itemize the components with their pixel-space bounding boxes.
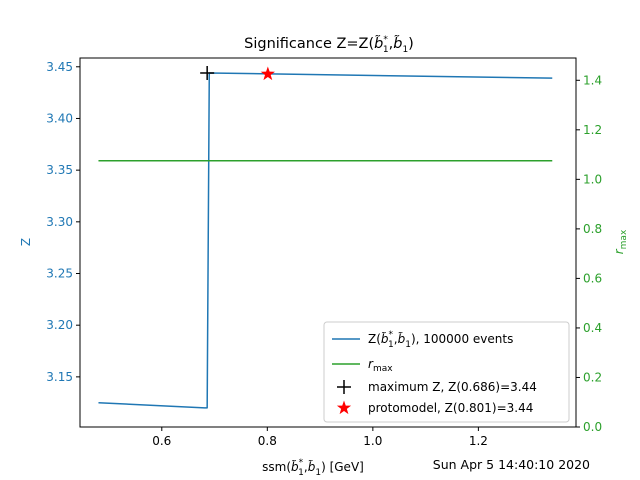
left-y-tick-label: 3.45 xyxy=(46,60,73,74)
right-y-tick-label: 1.4 xyxy=(583,73,602,87)
timestamp: Sun Apr 5 14:40:10 2020 xyxy=(433,457,590,472)
left-y-tick-label: 3.35 xyxy=(46,163,73,177)
right-y-tick-label: 1.2 xyxy=(583,123,602,137)
left-y-axis: 3.15 3.20 3.25 3.30 3.35 3.40 3.45 xyxy=(46,60,80,384)
legend-swatch-protomodel xyxy=(336,400,352,415)
left-y-tick-label: 3.20 xyxy=(46,318,73,332)
right-y-axis: 0.0 0.2 0.4 0.6 0.8 1.0 1.2 1.4 xyxy=(576,73,602,434)
plot-area xyxy=(98,65,553,409)
legend: Z(b̃* 1,b̃1), 100000 events rmax maximum … xyxy=(323,321,570,423)
right-y-tick-label: 1.0 xyxy=(583,172,602,186)
legend-label-z-line: Z(b̃* 1,b̃1), 100000 events xyxy=(368,330,513,350)
legend-label-protomodel: protomodel, Z(0.801)=3.44 xyxy=(368,401,533,415)
legend-swatch-max-z xyxy=(337,380,351,394)
x-tick-label: 0.8 xyxy=(258,434,277,448)
left-y-axis-title: Z xyxy=(19,238,33,246)
legend-box xyxy=(323,321,570,423)
x-tick-label: 0.6 xyxy=(152,434,171,448)
x-axis-title: ssm(b̃* 1,b̃1) [GeV] xyxy=(262,458,364,478)
x-tick-label: 1.0 xyxy=(363,434,382,448)
z-series-line xyxy=(98,72,553,409)
x-tick-label: 1.2 xyxy=(469,434,488,448)
chart-title: Significance Z=Z(b̃* 1,b̃1) xyxy=(244,35,414,55)
right-y-tick-label: 0.8 xyxy=(583,222,602,236)
max-z-marker xyxy=(200,65,215,80)
left-y-tick-label: 3.40 xyxy=(46,111,73,125)
right-y-tick-label: 0.2 xyxy=(583,370,602,384)
legend-label-rmax: rmax xyxy=(368,357,393,374)
axes-frame xyxy=(79,57,577,428)
x-axis: 0.6 0.8 1.0 1.2 xyxy=(152,427,488,448)
left-y-tick-label: 3.25 xyxy=(46,267,73,281)
right-y-tick-label: 0.0 xyxy=(583,420,602,434)
left-y-tick-label: 3.30 xyxy=(46,215,73,229)
left-y-tick-label: 3.15 xyxy=(46,370,73,384)
protomodel-marker xyxy=(260,66,275,81)
right-y-axis-title: rmax xyxy=(612,229,629,254)
legend-label-max-z: maximum Z, Z(0.686)=3.44 xyxy=(368,380,537,394)
right-y-tick-label: 0.6 xyxy=(583,271,602,285)
right-y-tick-label: 0.4 xyxy=(583,321,602,335)
